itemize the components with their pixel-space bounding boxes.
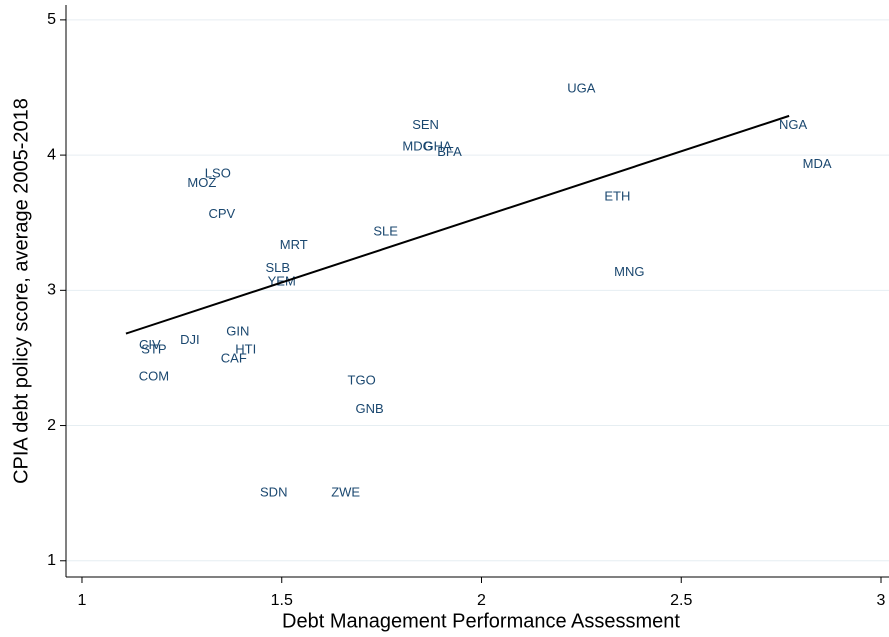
point-label: DJI bbox=[180, 332, 200, 347]
point-label: SLE bbox=[373, 224, 398, 239]
point-label: GIN bbox=[226, 324, 249, 339]
point-label: SLB bbox=[265, 260, 290, 275]
point-label: BFA bbox=[437, 144, 462, 159]
x-tick-label: 2 bbox=[477, 592, 486, 609]
x-tick-label: 3 bbox=[877, 592, 886, 609]
point-label: CAF bbox=[221, 351, 247, 366]
point-label: MNG bbox=[614, 264, 644, 279]
point-label: ETH bbox=[604, 188, 630, 203]
point-label: HTI bbox=[235, 341, 256, 356]
point-label: GHA bbox=[423, 138, 452, 153]
point-label: SEN bbox=[412, 117, 439, 132]
point-label: COM bbox=[139, 368, 169, 383]
point-label: NGA bbox=[779, 117, 808, 132]
fit-line bbox=[125, 114, 790, 335]
x-tick-label: 1 bbox=[78, 592, 87, 609]
y-tick-label: 1 bbox=[47, 552, 56, 569]
y-tick-label: 4 bbox=[47, 146, 56, 163]
y-tick-label: 5 bbox=[47, 11, 56, 28]
point-label: MOZ bbox=[187, 175, 216, 190]
point-label: LSO bbox=[205, 165, 231, 180]
point-label: GNB bbox=[356, 401, 384, 416]
y-axis-title: CPIA debt policy score, average 2005-201… bbox=[10, 98, 32, 484]
point-label: MDA bbox=[803, 156, 832, 171]
point-label: SDN bbox=[260, 485, 287, 500]
point-label: CPV bbox=[208, 206, 235, 221]
point-label: ZWE bbox=[331, 485, 360, 500]
point-label: STP bbox=[141, 341, 166, 356]
point-label: CIV bbox=[139, 337, 161, 352]
y-tick-label: 2 bbox=[47, 417, 56, 434]
x-axis-title: Debt Management Performance Assessment bbox=[282, 610, 680, 632]
point-label: MDG bbox=[402, 138, 432, 153]
point-label: TGO bbox=[348, 372, 376, 387]
x-tick-label: 1.5 bbox=[271, 592, 293, 609]
point-label: UGA bbox=[567, 80, 596, 95]
y-tick-label: 3 bbox=[47, 282, 56, 299]
point-label: MRT bbox=[280, 237, 308, 252]
x-tick-label: 2.5 bbox=[670, 592, 692, 609]
